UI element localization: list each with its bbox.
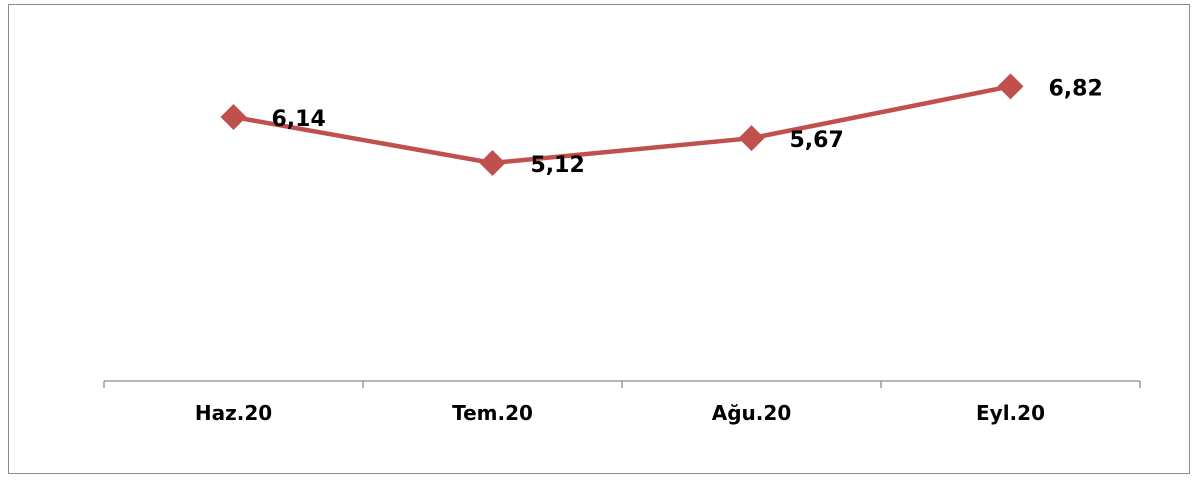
series-line bbox=[233, 84, 1011, 166]
x-tick-label: Ağu.20 bbox=[712, 401, 791, 425]
x-axis bbox=[103, 380, 1141, 388]
data-label-layer: 6,14 5,12 5,67 6,82 bbox=[272, 76, 1103, 178]
series-line-layer bbox=[233, 84, 1011, 166]
x-tick-label: Tem.20 bbox=[452, 401, 533, 425]
data-label: 6,82 bbox=[1049, 76, 1103, 101]
x-tick-label: Haz.20 bbox=[195, 401, 272, 425]
data-point-marker bbox=[997, 73, 1024, 100]
marker-layer bbox=[220, 73, 1024, 176]
data-point-marker bbox=[738, 125, 765, 152]
data-point-marker bbox=[220, 103, 247, 130]
data-label: 6,14 bbox=[272, 107, 326, 132]
data-point-marker bbox=[479, 149, 506, 176]
data-label: 5,67 bbox=[790, 128, 844, 153]
x-tick-label-layer: Haz.20 Tem.20 Ağu.20 Eyl.20 bbox=[195, 401, 1045, 425]
x-tick-label: Eyl.20 bbox=[976, 401, 1045, 425]
chart-frame bbox=[8, 4, 1190, 474]
data-label: 5,12 bbox=[531, 153, 585, 178]
